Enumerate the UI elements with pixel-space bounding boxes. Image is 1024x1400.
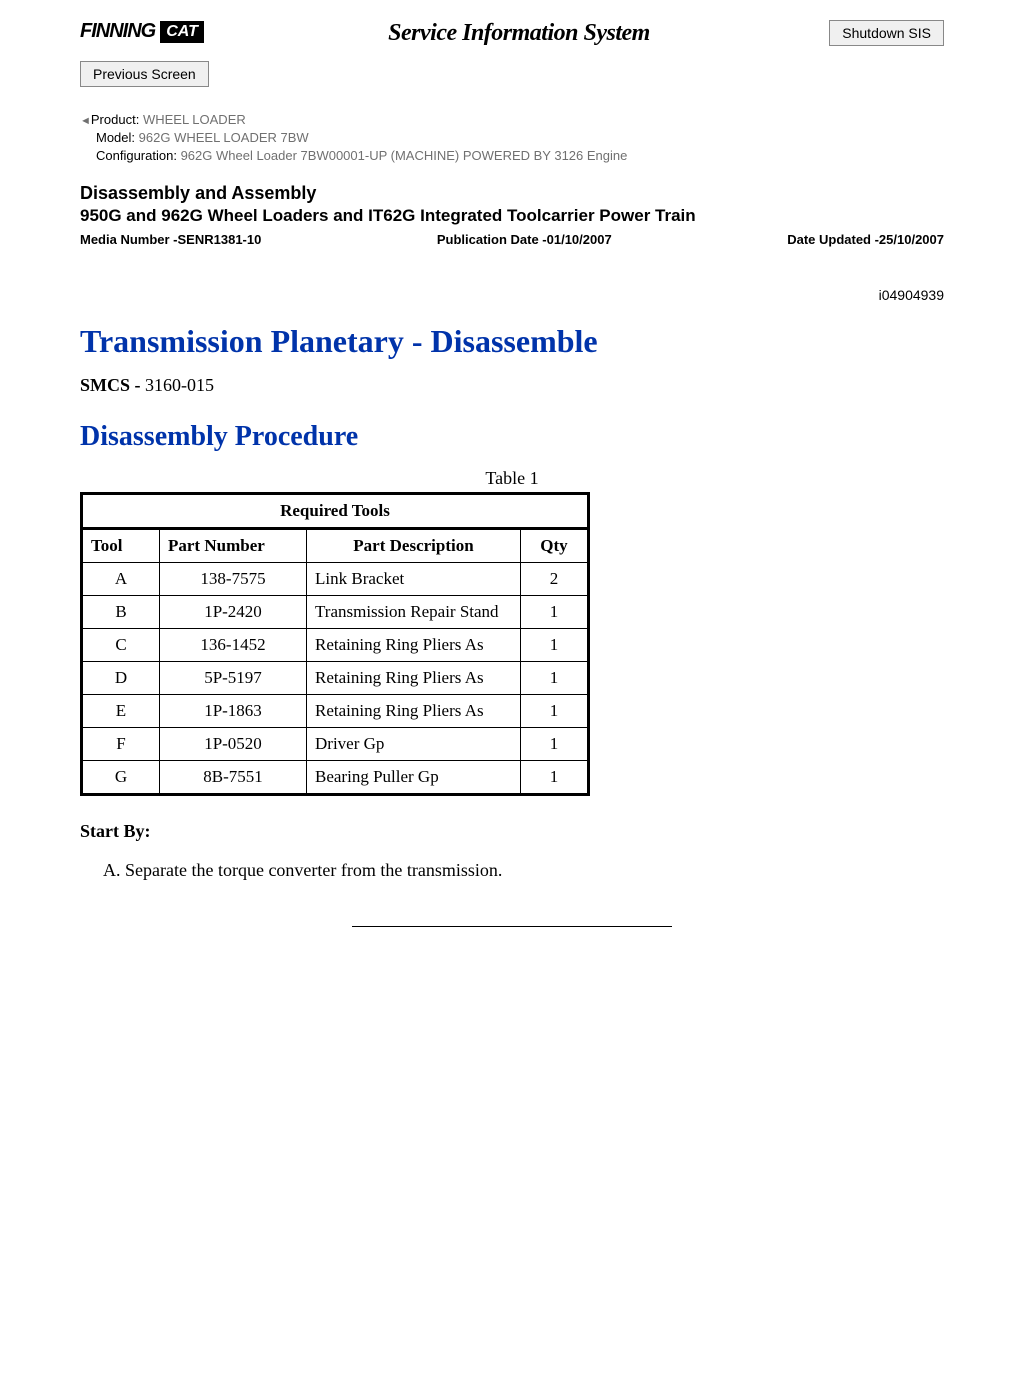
back-arrow-icon[interactable]: ◄ <box>80 115 91 127</box>
col-part-number: Part Number <box>160 529 307 563</box>
cell-tool: B <box>82 596 160 629</box>
col-qty: Qty <box>521 529 589 563</box>
publication-info: Media Number -SENR1381-10 Publication Da… <box>80 232 944 247</box>
table-row: D 5P-5197 Retaining Ring Pliers As 1 <box>82 662 589 695</box>
cell-part-number: 1P-1863 <box>160 695 307 728</box>
product-row: ◄Product: WHEEL LOADER <box>80 112 944 127</box>
cell-part-description: Transmission Repair Stand <box>307 596 521 629</box>
table-title: Required Tools <box>82 494 589 529</box>
logo-row: FINNING CAT <box>80 20 209 43</box>
table-row: C 136-1452 Retaining Ring Pliers As 1 <box>82 629 589 662</box>
table-title-row: Required Tools <box>82 494 589 529</box>
cell-tool: E <box>82 695 160 728</box>
cell-part-description: Bearing Puller Gp <box>307 761 521 795</box>
col-part-description: Part Description <box>307 529 521 563</box>
cell-part-description: Retaining Ring Pliers As <box>307 662 521 695</box>
section-title: Disassembly Procedure <box>80 421 944 453</box>
model-value: 962G WHEEL LOADER 7BW <box>139 130 309 145</box>
cell-part-number: 5P-5197 <box>160 662 307 695</box>
date-updated: Date Updated -25/10/2007 <box>787 232 944 247</box>
model-label: Model: <box>96 130 135 145</box>
main-title: Transmission Planetary - Disassemble <box>80 323 944 360</box>
cell-qty: 1 <box>521 695 589 728</box>
model-row: Model: 962G WHEEL LOADER 7BW <box>80 130 944 145</box>
cell-qty: 1 <box>521 728 589 761</box>
cell-qty: 1 <box>521 761 589 795</box>
smcs-label: SMCS - <box>80 375 145 395</box>
document-id: i04904939 <box>80 287 944 303</box>
cell-tool: C <box>82 629 160 662</box>
cell-tool: F <box>82 728 160 761</box>
cell-qty: 1 <box>521 662 589 695</box>
cell-part-number: 138-7575 <box>160 563 307 596</box>
table-row: A 138-7575 Link Bracket 2 <box>82 563 589 596</box>
config-value: 962G Wheel Loader 7BW00001-UP (MACHINE) … <box>181 148 628 163</box>
product-label: Product: <box>91 112 139 127</box>
finning-logo: FINNING <box>80 20 155 43</box>
config-row: Configuration: 962G Wheel Loader 7BW0000… <box>80 148 944 163</box>
cell-part-number: 136-1452 <box>160 629 307 662</box>
table-caption: Table 1 <box>80 468 944 489</box>
cell-qty: 1 <box>521 596 589 629</box>
product-value: WHEEL LOADER <box>143 112 246 127</box>
cell-part-number: 1P-0520 <box>160 728 307 761</box>
cell-part-number: 1P-2420 <box>160 596 307 629</box>
meta-section: ◄Product: WHEEL LOADER Model: 962G WHEEL… <box>80 112 944 163</box>
start-by-list: Separate the torque converter from the t… <box>80 860 944 881</box>
cell-tool: D <box>82 662 160 695</box>
doc-subtitle: 950G and 962G Wheel Loaders and IT62G In… <box>80 206 944 226</box>
publication-date: Publication Date -01/10/2007 <box>437 232 612 247</box>
cell-qty: 1 <box>521 629 589 662</box>
cell-qty: 2 <box>521 563 589 596</box>
smcs-value: 3160-015 <box>145 375 214 395</box>
required-tools-table: Required Tools Tool Part Number Part Des… <box>80 492 590 796</box>
table-row: E 1P-1863 Retaining Ring Pliers As 1 <box>82 695 589 728</box>
cell-part-number: 8B-7551 <box>160 761 307 795</box>
page-header: FINNING CAT Previous Screen Service Info… <box>80 20 944 87</box>
cat-logo: CAT <box>160 21 204 43</box>
table-header-row: Tool Part Number Part Description Qty <box>82 529 589 563</box>
config-label: Configuration: <box>96 148 177 163</box>
cell-part-description: Retaining Ring Pliers As <box>307 629 521 662</box>
table-row: B 1P-2420 Transmission Repair Stand 1 <box>82 596 589 629</box>
table-row: G 8B-7551 Bearing Puller Gp 1 <box>82 761 589 795</box>
cell-tool: G <box>82 761 160 795</box>
cell-part-description: Retaining Ring Pliers As <box>307 695 521 728</box>
cell-part-description: Link Bracket <box>307 563 521 596</box>
col-tool: Tool <box>82 529 160 563</box>
section-divider <box>352 926 672 927</box>
start-by-label: Start By: <box>80 821 944 842</box>
table-row: F 1P-0520 Driver Gp 1 <box>82 728 589 761</box>
shutdown-sis-button[interactable]: Shutdown SIS <box>829 20 944 46</box>
system-title: Service Information System <box>388 20 650 47</box>
media-number: Media Number -SENR1381-10 <box>80 232 261 247</box>
smcs-code: SMCS - 3160-015 <box>80 375 944 396</box>
list-item: Separate the torque converter from the t… <box>125 860 944 881</box>
logo-section: FINNING CAT Previous Screen <box>80 20 209 87</box>
cell-tool: A <box>82 563 160 596</box>
doc-type: Disassembly and Assembly <box>80 183 944 204</box>
cell-part-description: Driver Gp <box>307 728 521 761</box>
previous-screen-button[interactable]: Previous Screen <box>80 61 209 87</box>
document-header: Disassembly and Assembly 950G and 962G W… <box>80 183 944 247</box>
